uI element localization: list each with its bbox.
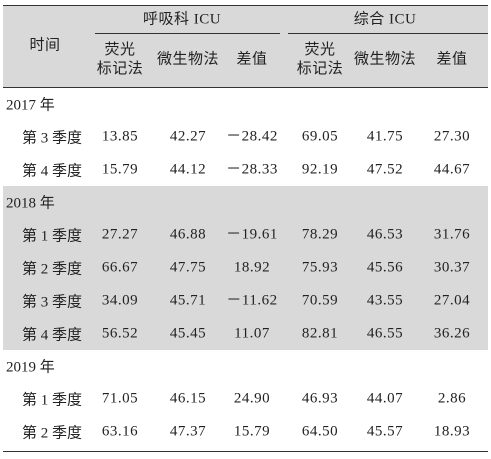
cell: 18.92: [233, 259, 271, 275]
cell: 71.05: [101, 390, 139, 406]
cell: 34.09: [101, 292, 139, 308]
header-bg: [3, 5, 488, 87]
header-rule: [3, 87, 488, 88]
cell: 47.37: [169, 423, 207, 439]
cell: 92.19: [301, 161, 339, 177]
cell: 31.76: [433, 226, 471, 242]
cell: 75.93: [301, 259, 339, 275]
cell: 45.56: [366, 259, 404, 275]
column-header: 荧光 标记法: [297, 41, 344, 79]
column-header-line: 标记法: [296, 61, 344, 77]
column-header-line: 荧光: [304, 42, 336, 58]
column-header-line: 标记法: [96, 61, 144, 77]
top-rule: [3, 5, 488, 6]
row-label: 第 2 季度: [22, 261, 83, 277]
row-label: 第 3 季度: [22, 130, 83, 146]
row-label: 第 4 季度: [22, 327, 83, 343]
cell: 46.15: [169, 390, 207, 406]
column-header-line: 微生物法: [353, 51, 417, 68]
cell: 45.45: [169, 325, 207, 341]
cell: 13.85: [101, 128, 139, 144]
cell: －19.61: [226, 226, 278, 242]
section-bg: [3, 186, 488, 350]
cell: 45.71: [169, 292, 207, 308]
cell: 15.79: [101, 161, 139, 177]
section-label: 2018 年: [6, 195, 55, 212]
bottom-rule: [3, 451, 488, 452]
cell: 43.55: [366, 292, 404, 308]
cell: 66.67: [101, 259, 139, 275]
group-rule: [95, 33, 280, 34]
cell: 47.75: [169, 259, 207, 275]
column-header: 微生物法: [354, 51, 416, 70]
section-label: 2019 年: [6, 359, 55, 376]
cell: 64.50: [301, 423, 339, 439]
cell: －28.42: [226, 128, 278, 144]
cell: 46.55: [366, 325, 404, 341]
cell: 15.79: [233, 423, 271, 439]
column-header: 差值: [236, 51, 267, 70]
cell: 69.05: [301, 128, 339, 144]
cell: 63.16: [101, 423, 139, 439]
cell: 46.53: [366, 226, 404, 242]
cell: 27.30: [433, 128, 471, 144]
cell: 42.27: [169, 128, 207, 144]
column-header: 差值: [436, 51, 467, 70]
cell: 24.90: [233, 390, 271, 406]
cell: 47.52: [366, 161, 404, 177]
row-label: 第 2 季度: [22, 425, 83, 441]
group-rule: [288, 33, 488, 34]
cell: 56.52: [101, 325, 139, 341]
row-label: 第 4 季度: [22, 163, 83, 179]
cell: 78.29: [301, 226, 339, 242]
cell: 41.75: [366, 128, 404, 144]
cell: 44.67: [433, 161, 471, 177]
column-header-line: 差值: [436, 51, 468, 68]
row-label: 第 1 季度: [22, 228, 83, 244]
section-label: 2017 年: [6, 97, 55, 114]
cell: 82.81: [301, 325, 339, 341]
cell: 70.59: [301, 292, 339, 308]
cell: 30.37: [433, 259, 471, 275]
cell: 46.93: [301, 390, 339, 406]
cell: －28.33: [226, 161, 278, 177]
cell: －11.62: [226, 292, 278, 308]
column-header: 荧光 标记法: [97, 41, 144, 79]
cell: 44.07: [366, 390, 404, 406]
column-header: 微生物法: [157, 51, 219, 70]
cell: 2.86: [437, 390, 467, 406]
column-header-line: 微生物法: [156, 51, 220, 68]
group-header: 呼吸科 ICU: [142, 11, 222, 28]
cell: 11.07: [234, 325, 270, 341]
row-label: 第 1 季度: [22, 392, 83, 408]
cell: 36.26: [433, 325, 471, 341]
cell: 44.12: [169, 161, 207, 177]
cell: 27.04: [433, 292, 471, 308]
column-header-line: 差值: [236, 51, 268, 68]
cell: 18.93: [433, 423, 471, 439]
cell: 45.57: [366, 423, 404, 439]
column-header-line: 荧光: [104, 42, 136, 58]
cell: 27.27: [101, 226, 139, 242]
row-header: 时间: [29, 37, 61, 54]
cell: 46.88: [169, 226, 207, 242]
row-label: 第 3 季度: [22, 294, 83, 310]
group-header: 综合 ICU: [353, 11, 417, 28]
